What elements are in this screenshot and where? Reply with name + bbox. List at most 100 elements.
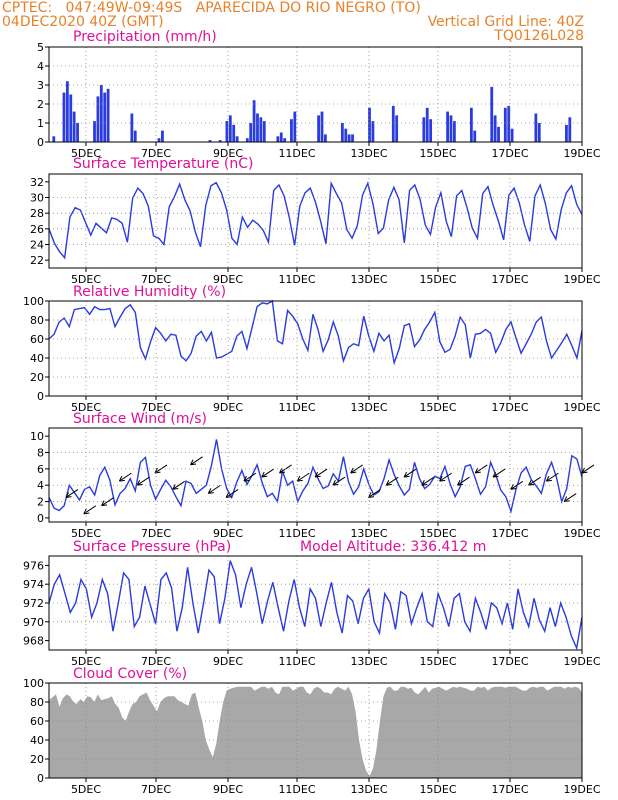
wind-arrow (207, 484, 221, 494)
x-tick-label: 7DEC (141, 401, 171, 414)
wind-arrow (243, 472, 257, 482)
precip-bar (262, 121, 266, 142)
precip-bar (347, 134, 351, 142)
y-tick-label: 100 (23, 295, 44, 308)
wind-arrow-head (403, 471, 410, 478)
wind-arrow-shaft (172, 480, 186, 490)
x-tick-label: 15DEC (419, 273, 456, 286)
precip-bar (157, 138, 161, 142)
precip-bar (62, 92, 66, 142)
x-tick-label: 5DEC (71, 401, 101, 414)
panel-frame (48, 427, 583, 523)
x-tick-label: 11DEC (278, 527, 315, 540)
y-tick-label: 968 (23, 635, 44, 648)
wind-arrow-head (421, 479, 428, 486)
precip-bar (259, 117, 263, 142)
panel-frame (48, 555, 583, 651)
precip-bar (252, 100, 256, 142)
x-tick-label: 11DEC (278, 273, 315, 286)
x-tick-label: 7DEC (141, 655, 171, 668)
wind-arrow (83, 505, 97, 515)
x-tick-label: 19DEC (563, 273, 600, 286)
x-tick-label: 19DEC (563, 655, 600, 668)
precip-bar (537, 123, 541, 142)
x-tick-label: 17DEC (491, 655, 528, 668)
precip-bar (130, 113, 134, 142)
wind-arrow-shaft (350, 464, 363, 474)
panel-pres: Surface Pressure (hPa) Model Altitude: 33… (23, 539, 601, 668)
precip-bar (52, 136, 56, 142)
y-tick-label: 60 (30, 715, 44, 728)
wind-arrow-head (439, 475, 446, 482)
x-tick-label: 7DEC (141, 147, 171, 160)
precip-bar (507, 105, 511, 142)
precip-bar (429, 119, 433, 142)
wind-arrow-shaft (421, 476, 435, 486)
wind-arrow-head (261, 471, 268, 478)
precip-bar (317, 115, 320, 142)
x-tick-label: 17DEC (491, 273, 528, 286)
y-tick-label: 28 (30, 207, 44, 220)
y-tick-label: 80 (30, 314, 44, 327)
x-tick-label: 13DEC (350, 147, 387, 160)
x-tick-label: 9DEC (213, 783, 243, 796)
y-tick-label: 80 (30, 696, 44, 709)
precip-bar (293, 111, 297, 142)
panel-temp: Surface Temperature (nC) 22 24 26 28 30 32 5DEC… (30, 156, 601, 286)
precip-bar (344, 128, 348, 142)
precip-bar (133, 130, 137, 142)
y-tick-label: 0 (37, 512, 44, 525)
x-tick-label: 9DEC (213, 655, 243, 668)
precip-bar (218, 140, 222, 142)
y-tick-label: 24 (30, 239, 44, 252)
panel-title: Surface Temperature (nC) (73, 156, 254, 172)
precip-bar (228, 115, 232, 142)
wind-arrow-head (101, 500, 108, 507)
y-tick-label: 0 (37, 772, 44, 785)
wind-arrow-head (563, 496, 570, 503)
x-tick-label: 19DEC (563, 147, 600, 160)
wind-arrow-shaft (457, 476, 470, 486)
x-tick-label: 5DEC (71, 655, 101, 668)
wind-arrow (385, 476, 399, 486)
y-tick-label: 2 (37, 98, 44, 111)
y-tick-label: 974 (23, 578, 44, 591)
wind-arrow (261, 468, 275, 478)
wind-arrow-shaft (385, 476, 399, 486)
precip-bar (290, 119, 293, 142)
precip-bar (93, 121, 96, 142)
y-tick-label: 20 (30, 753, 44, 766)
rh-series-line (48, 299, 583, 366)
x-tick-label: 13DEC (350, 273, 387, 286)
model-code: TQ0126L028 (494, 28, 584, 44)
wind-arrow-head (510, 484, 517, 490)
wind-arrow (65, 489, 79, 498)
x-tick-label: 13DEC (350, 655, 387, 668)
y-tick-label: 22 (30, 254, 44, 267)
precip-bar (106, 88, 110, 142)
precip-bar (69, 94, 73, 142)
grid-line-note: Vertical Grid Line: 40Z (427, 14, 584, 30)
precip-bar (323, 134, 327, 142)
precip-bar (446, 111, 449, 142)
wind-arrow-head (207, 488, 214, 494)
wind-arrow-head (65, 492, 72, 498)
x-tick-label: 11DEC (278, 147, 315, 160)
wind-arrow-shaft (403, 468, 417, 478)
precip-bar (510, 128, 514, 142)
wind-arrow-shaft (65, 489, 79, 498)
x-tick-label: 15DEC (419, 147, 456, 160)
precip-bar (351, 134, 354, 142)
x-tick-label: 13DEC (350, 401, 387, 414)
precip-bar (249, 123, 253, 142)
wind-arrow-head (581, 467, 588, 474)
x-tick-label: 19DEC (563, 401, 600, 414)
wind-arrow (350, 464, 363, 474)
wind-arrow-head (296, 475, 303, 482)
wind-arrow (421, 476, 435, 486)
y-tick-label: 60 (30, 333, 44, 346)
y-tick-label: 1 (37, 117, 44, 130)
precip-bar (245, 138, 249, 142)
y-tick-label: 6 (37, 463, 44, 476)
